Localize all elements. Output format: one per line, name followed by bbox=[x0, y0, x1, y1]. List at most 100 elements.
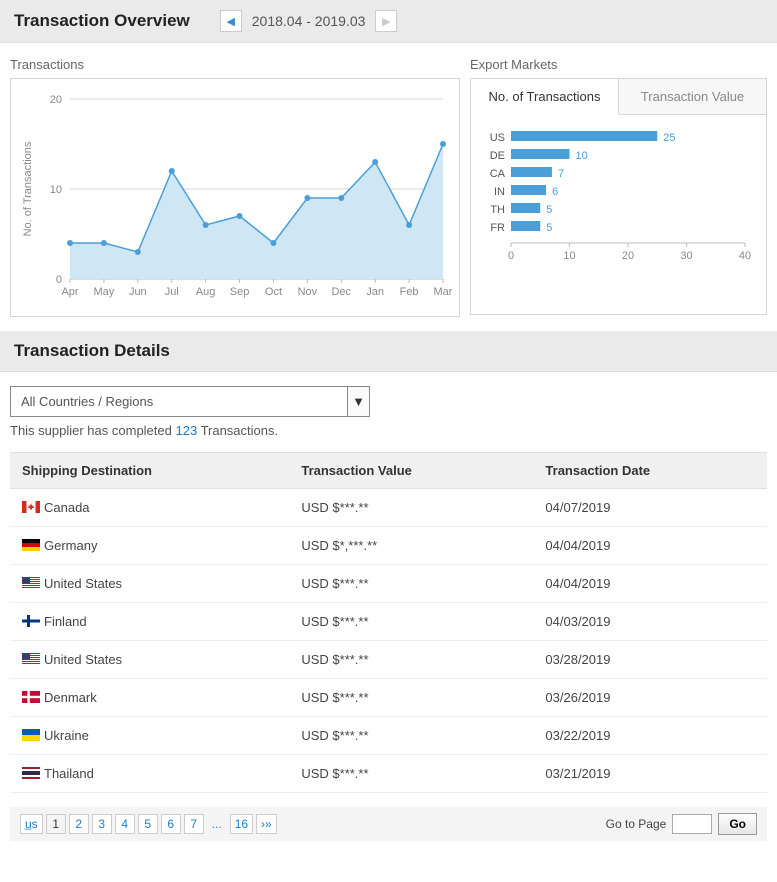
cell-date: 04/07/2019 bbox=[533, 489, 767, 527]
table-row: United StatesUSD $***.**03/28/2019 bbox=[10, 641, 767, 679]
transactions-chart-box: 01020AprMayJunJulAugSepOctNovDecJanFebMa… bbox=[10, 78, 460, 317]
overview-header: Transaction Overview ◀ 2018.04 - 2019.03… bbox=[0, 0, 777, 43]
table-row: United StatesUSD $***.**04/04/2019 bbox=[10, 565, 767, 603]
tab-transaction-value[interactable]: Transaction Value bbox=[619, 79, 766, 115]
cell-value: USD $***.** bbox=[289, 603, 533, 641]
svg-text:Nov: Nov bbox=[298, 286, 318, 298]
flag-icon bbox=[22, 615, 40, 627]
svg-text:CA: CA bbox=[490, 168, 506, 180]
date-range-nav: ◀ 2018.04 - 2019.03 ▶ bbox=[220, 10, 398, 32]
page-16[interactable]: 16 bbox=[230, 814, 253, 834]
svg-text:No. of Transactions: No. of Transactions bbox=[22, 141, 34, 236]
page-2[interactable]: 2 bbox=[69, 814, 89, 834]
completed-summary: This supplier has completed 123 Transact… bbox=[10, 423, 767, 438]
flag-icon bbox=[22, 501, 40, 513]
markets-panel: Export Markets No. of TransactionsTransa… bbox=[470, 57, 767, 317]
cell-destination: United States bbox=[10, 641, 289, 679]
cell-date: 03/28/2019 bbox=[533, 641, 767, 679]
cell-destination: Canada bbox=[10, 489, 289, 527]
cell-destination: Denmark bbox=[10, 679, 289, 717]
svg-text:0: 0 bbox=[508, 250, 514, 262]
svg-text:Apr: Apr bbox=[61, 286, 78, 298]
svg-text:IN: IN bbox=[494, 186, 505, 198]
cell-value: USD $***.** bbox=[289, 755, 533, 793]
tab-no-of-transactions[interactable]: No. of Transactions bbox=[471, 79, 619, 115]
date-range-label: 2018.04 - 2019.03 bbox=[242, 13, 376, 29]
flag-icon bbox=[22, 729, 40, 741]
cell-value: USD $***.** bbox=[289, 565, 533, 603]
country-dropdown[interactable]: All Countries / Regions ▼ bbox=[10, 386, 370, 417]
svg-text:Jun: Jun bbox=[129, 286, 147, 298]
svg-text:0: 0 bbox=[56, 274, 62, 286]
prev-period-button[interactable]: ◀ bbox=[220, 10, 242, 32]
flag-icon bbox=[22, 767, 40, 779]
svg-text:20: 20 bbox=[50, 94, 62, 106]
table-row: UkraineUSD $***.**03/22/2019 bbox=[10, 717, 767, 755]
svg-text:TH: TH bbox=[490, 204, 505, 216]
svg-text:10: 10 bbox=[576, 150, 588, 162]
svg-text:Oct: Oct bbox=[265, 286, 282, 298]
svg-text:10: 10 bbox=[563, 250, 575, 262]
svg-text:10: 10 bbox=[50, 184, 62, 196]
svg-text:40: 40 bbox=[739, 250, 751, 262]
page-4[interactable]: 4 bbox=[115, 814, 135, 834]
cell-value: USD $*,***.** bbox=[289, 527, 533, 565]
cell-date: 03/22/2019 bbox=[533, 717, 767, 755]
dropdown-caret-icon[interactable]: ▼ bbox=[347, 387, 369, 416]
first-page-button[interactable]: u̲s bbox=[20, 814, 43, 834]
transactions-chart: 01020AprMayJunJulAugSepOctNovDecJanFebMa… bbox=[15, 89, 455, 309]
markets-tabs: No. of TransactionsTransaction Value bbox=[471, 79, 766, 115]
cell-destination: United States bbox=[10, 565, 289, 603]
svg-text:30: 30 bbox=[680, 250, 692, 262]
cell-date: 04/04/2019 bbox=[533, 565, 767, 603]
cell-date: 04/03/2019 bbox=[533, 603, 767, 641]
cell-value: USD $***.** bbox=[289, 641, 533, 679]
svg-text:Jan: Jan bbox=[366, 286, 384, 298]
svg-text:May: May bbox=[94, 286, 115, 298]
markets-box: No. of TransactionsTransaction Value US2… bbox=[470, 78, 767, 315]
svg-text:DE: DE bbox=[490, 150, 505, 162]
flag-icon bbox=[22, 691, 40, 703]
svg-text:7: 7 bbox=[558, 168, 564, 180]
transactions-table: Shipping DestinationTransaction ValueTra… bbox=[10, 452, 767, 793]
svg-text:Jul: Jul bbox=[165, 286, 179, 298]
cell-date: 04/04/2019 bbox=[533, 527, 767, 565]
country-dropdown-label: All Countries / Regions bbox=[11, 387, 347, 416]
page-5[interactable]: 5 bbox=[138, 814, 158, 834]
ellipsis: ... bbox=[207, 814, 227, 834]
table-row: DenmarkUSD $***.**03/26/2019 bbox=[10, 679, 767, 717]
details-header: Transaction Details bbox=[0, 331, 777, 372]
cell-destination: Thailand bbox=[10, 755, 289, 793]
cell-destination: Germany bbox=[10, 527, 289, 565]
svg-text:5: 5 bbox=[546, 222, 552, 234]
table-row: CanadaUSD $***.**04/07/2019 bbox=[10, 489, 767, 527]
page-3[interactable]: 3 bbox=[92, 814, 112, 834]
table-row: ThailandUSD $***.**03/21/2019 bbox=[10, 755, 767, 793]
overview-title: Transaction Overview bbox=[14, 11, 190, 31]
next-page-button[interactable]: ›» bbox=[256, 814, 277, 834]
page-6[interactable]: 6 bbox=[161, 814, 181, 834]
markets-chart: US25DE10CA7IN6TH5FR5010203040 bbox=[477, 123, 755, 303]
page-list: u̲s1234567...16›» bbox=[20, 814, 277, 834]
page-1[interactable]: 1 bbox=[46, 814, 66, 834]
page-7[interactable]: 7 bbox=[184, 814, 204, 834]
svg-text:6: 6 bbox=[552, 186, 558, 198]
svg-text:FR: FR bbox=[490, 222, 505, 234]
cell-value: USD $***.** bbox=[289, 679, 533, 717]
completed-prefix: This supplier has completed bbox=[10, 423, 175, 438]
flag-icon bbox=[22, 577, 40, 589]
svg-text:Sep: Sep bbox=[230, 286, 250, 298]
table-row: GermanyUSD $*,***.**04/04/2019 bbox=[10, 527, 767, 565]
col-shipping-destination: Shipping Destination bbox=[10, 453, 289, 489]
go-button[interactable]: Go bbox=[718, 813, 757, 835]
markets-panel-title: Export Markets bbox=[470, 57, 767, 72]
details-body: All Countries / Regions ▼ This supplier … bbox=[0, 372, 777, 807]
svg-text:20: 20 bbox=[622, 250, 634, 262]
goto-input[interactable] bbox=[672, 814, 712, 834]
col-transaction-date: Transaction Date bbox=[533, 453, 767, 489]
svg-text:Feb: Feb bbox=[400, 286, 419, 298]
next-period-button[interactable]: ▶ bbox=[375, 10, 397, 32]
goto-page: Go to Page Go bbox=[606, 813, 757, 835]
overview-body: Transactions 01020AprMayJunJulAugSepOctN… bbox=[0, 43, 777, 331]
pagination: u̲s1234567...16›» Go to Page Go bbox=[10, 807, 767, 841]
